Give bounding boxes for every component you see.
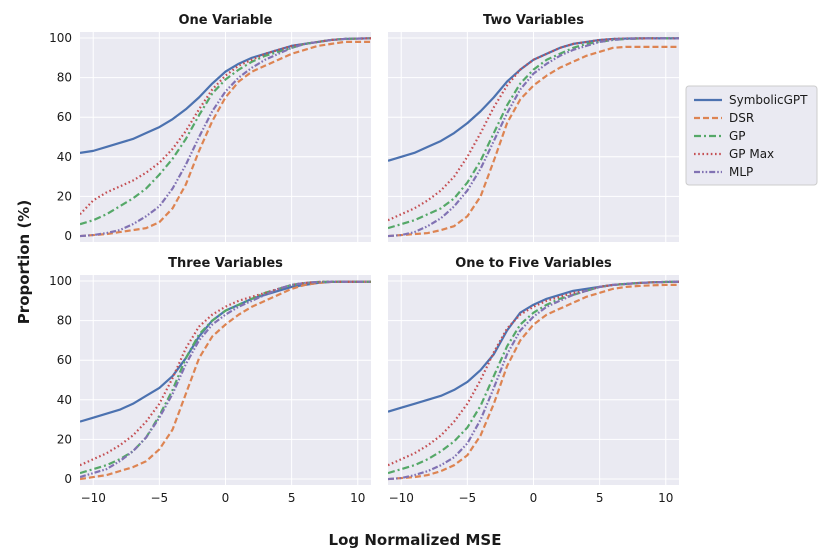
panel-2: Two Variables <box>388 13 679 242</box>
y-tick-label: 40 <box>57 393 72 407</box>
series-line-gp <box>388 280 679 475</box>
x-axis-label: Log Normalized MSE <box>329 531 502 549</box>
series-line-dsr <box>388 283 679 481</box>
x-tick-label: 10 <box>658 491 673 505</box>
legend: SymbolicGPT DSR GP GP Max MLP <box>685 85 818 186</box>
y-tick-label: 60 <box>57 110 72 124</box>
panel-title: Two Variables <box>483 13 584 28</box>
x-tick-label: −5 <box>459 491 477 505</box>
series-line-dsr <box>388 45 679 238</box>
legend-frame <box>685 85 818 186</box>
y-tick-label: 40 <box>57 150 72 164</box>
panel-title: One to Five Variables <box>455 256 612 271</box>
legend-label: GP Max <box>729 147 774 161</box>
legend-entry-gp-max: GP Max <box>694 147 774 161</box>
y-tick-label: 80 <box>57 314 72 328</box>
series-line-mlp <box>80 280 371 479</box>
series-line-gp-max <box>80 280 371 467</box>
panel-3: Three Variables 0 20 40 60 80 100 −10 −5 0 5 10 <box>49 256 371 505</box>
y-tick-label: 100 <box>49 274 72 288</box>
legend-entry-gp: GP <box>694 129 746 143</box>
x-tick-label: 5 <box>288 491 296 505</box>
y-tick-label: 60 <box>57 353 72 367</box>
legend-entry-dsr: DSR <box>694 111 754 125</box>
legend-label: DSR <box>729 111 754 125</box>
legend-label: MLP <box>729 165 753 179</box>
series-line-gp <box>388 37 679 230</box>
y-tick-label: 0 <box>64 229 72 243</box>
series-line-gp-max <box>388 280 679 467</box>
panel-title: Three Variables <box>168 256 283 271</box>
series-line-gp <box>80 280 371 475</box>
series-line-mlp <box>388 280 679 481</box>
series-line-gp-max <box>388 37 679 222</box>
x-tick-label: −10 <box>81 491 106 505</box>
legend-label: SymbolicGPT <box>729 93 808 107</box>
y-axis-label: Proportion (%) <box>15 200 33 324</box>
panel-title: One Variable <box>179 13 273 28</box>
y-tick-label: 80 <box>57 71 72 85</box>
x-tick-label: 0 <box>222 491 230 505</box>
x-tick-label: −10 <box>389 491 414 505</box>
x-tick-label: 10 <box>350 491 365 505</box>
series-line-dsr <box>80 40 371 238</box>
y-tick-label: 20 <box>57 432 72 446</box>
x-tick-label: −5 <box>151 491 169 505</box>
panel-4: One to Five Variables −10 −5 0 5 10 <box>388 256 679 505</box>
x-tick-label: 5 <box>596 491 604 505</box>
legend-entry-symbolicgpt: SymbolicGPT <box>694 93 808 107</box>
x-tick-label: 0 <box>530 491 538 505</box>
legend-entry-mlp: MLP <box>694 165 753 179</box>
y-tick-label: 0 <box>64 472 72 486</box>
legend-label: GP <box>729 129 746 143</box>
series-line-mlp <box>388 37 679 238</box>
panel-1: One Variable 0 20 40 60 80 100 <box>49 13 371 243</box>
y-tick-label: 20 <box>57 189 72 203</box>
series-line-mlp <box>80 37 371 238</box>
y-tick-label: 100 <box>49 31 72 45</box>
